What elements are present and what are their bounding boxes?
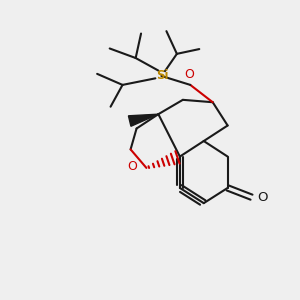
Text: Si: Si [156, 69, 168, 82]
Polygon shape [128, 114, 158, 126]
Text: O: O [257, 191, 267, 204]
Text: O: O [184, 68, 194, 81]
Text: O: O [127, 160, 137, 173]
